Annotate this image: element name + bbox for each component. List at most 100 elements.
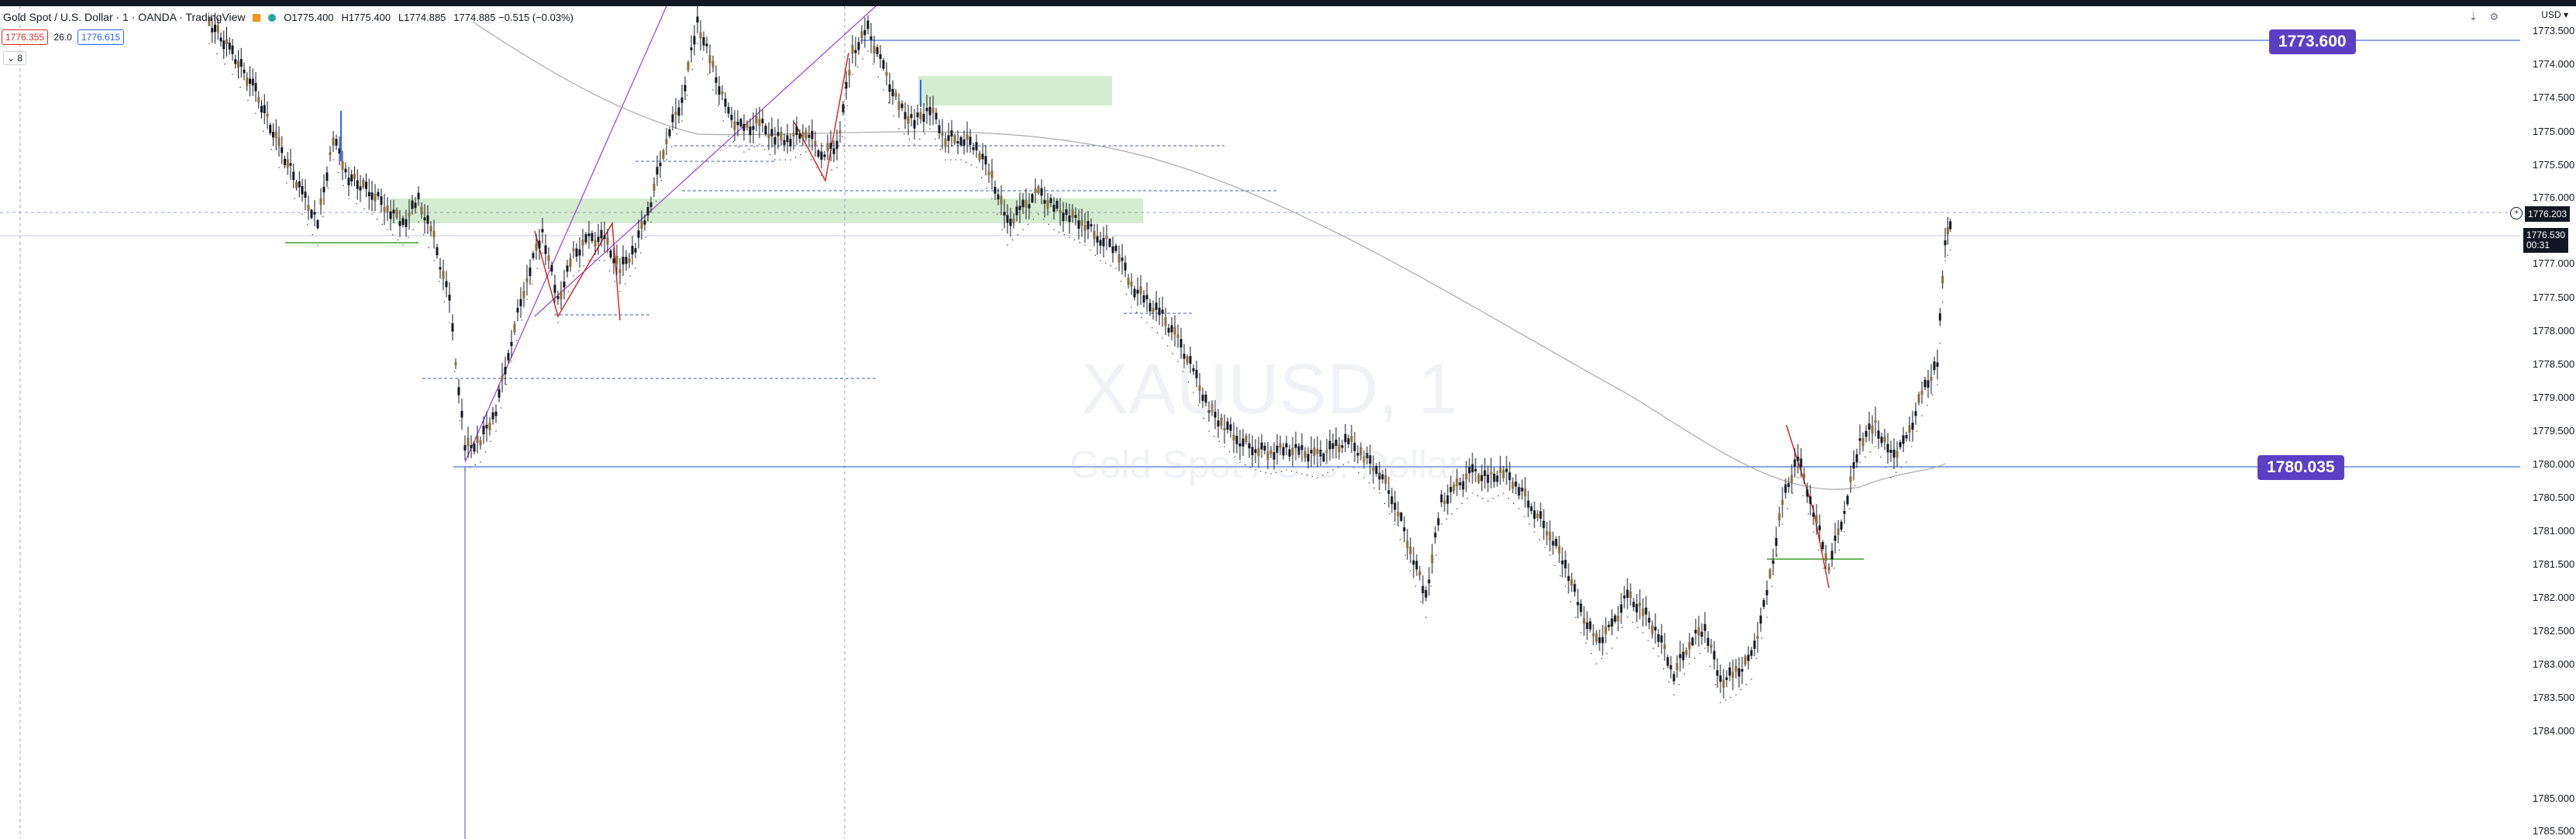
indicator-dot xyxy=(1859,461,1861,463)
level-label-upper[interactable]: 1773.600 xyxy=(2269,29,2356,54)
indicator-dot xyxy=(996,213,998,215)
indicator-dot xyxy=(327,187,329,189)
indicator-dot xyxy=(1058,231,1060,233)
candle-body xyxy=(347,178,350,185)
candle-body xyxy=(1313,447,1316,457)
candle-body xyxy=(1149,302,1152,312)
candle-body xyxy=(550,265,553,272)
scroll-down-icon[interactable]: ⇣ xyxy=(2469,11,2478,22)
indicator-dot xyxy=(1621,627,1624,629)
candle-body xyxy=(1341,445,1344,448)
candle-body xyxy=(829,143,832,149)
candle-body xyxy=(637,230,640,238)
indicator-dot xyxy=(1172,353,1174,354)
candle-body xyxy=(1269,450,1273,454)
indicator-dot xyxy=(991,198,993,199)
candle-body xyxy=(1403,527,1406,532)
candle-body xyxy=(1759,615,1762,624)
candle-body xyxy=(353,174,356,179)
candle-body xyxy=(835,140,839,150)
candle-body xyxy=(761,119,764,123)
chart-pane[interactable] xyxy=(0,6,2520,839)
candle-body xyxy=(405,219,408,227)
candle-body xyxy=(1812,513,1815,517)
candle-body xyxy=(1427,579,1431,584)
candle-body xyxy=(684,85,687,91)
candle-body xyxy=(1254,449,1257,453)
indicator-dot xyxy=(1022,229,1024,230)
indicator-dot xyxy=(1337,466,1339,468)
indicator-dot xyxy=(593,260,595,261)
indicator-dot xyxy=(1466,497,1469,499)
indicator-dot xyxy=(1949,249,1951,251)
candle-body xyxy=(727,106,730,114)
candle-body xyxy=(1663,644,1666,650)
crosshair-icon[interactable]: + xyxy=(2510,207,2523,219)
candle-body xyxy=(436,247,439,256)
indicators-toggle[interactable]: ⌄ 8 xyxy=(3,51,27,65)
candle-body xyxy=(1595,633,1598,642)
candle-body xyxy=(764,126,767,135)
candle-body xyxy=(842,104,845,112)
candle-body xyxy=(997,194,1000,200)
axis-tick-label: 1774.500 xyxy=(2533,91,2575,103)
candle-body xyxy=(1449,486,1452,492)
candle-body xyxy=(1691,637,1694,646)
candle-body xyxy=(479,440,482,446)
indicator-dot xyxy=(738,146,740,148)
candle-body xyxy=(1452,484,1455,492)
candle-body xyxy=(1837,528,1840,536)
candle-body xyxy=(1803,473,1806,478)
candle-body xyxy=(1607,624,1610,627)
candle-body xyxy=(246,77,249,86)
bid-price-button[interactable]: 1776.355 xyxy=(2,29,49,45)
indicator-dot xyxy=(1926,404,1928,406)
indicator-dot xyxy=(794,156,797,158)
candle-body xyxy=(724,98,727,107)
candle-body xyxy=(473,444,476,452)
candle-body xyxy=(749,126,752,136)
indicator-dot xyxy=(511,361,512,362)
candle-body xyxy=(439,267,442,270)
candle-body xyxy=(984,156,987,165)
indicator-dot xyxy=(546,275,549,277)
indicator-dot xyxy=(1921,415,1923,416)
indicator-dot xyxy=(1027,223,1029,226)
candle-body xyxy=(885,71,888,76)
candle-body xyxy=(773,136,777,145)
price-chart[interactable] xyxy=(0,6,2520,839)
indicator-dot xyxy=(635,268,636,269)
price-axis[interactable] xyxy=(2520,6,2576,839)
candle-body xyxy=(1012,219,1015,223)
candle-body xyxy=(591,233,594,241)
indicator-dot xyxy=(852,74,853,75)
candle-body xyxy=(671,114,674,123)
ask-price-button[interactable]: 1776.615 xyxy=(77,29,125,45)
level-label-lower[interactable]: 1780.035 xyxy=(2257,455,2344,480)
candle-body xyxy=(1288,449,1291,457)
symbol-title[interactable]: Gold Spot / U.S. Dollar · 1 · OANDA · Tr… xyxy=(3,11,246,23)
candle-body xyxy=(488,422,491,430)
indicator-dot xyxy=(239,86,241,88)
alert-icon[interactable] xyxy=(253,14,261,22)
candle-body xyxy=(510,342,513,347)
candle-body xyxy=(1242,438,1245,447)
candle-body xyxy=(715,77,718,83)
indicator-dot xyxy=(1414,585,1417,587)
candle-body xyxy=(1493,473,1496,482)
candle-body xyxy=(780,132,783,141)
indicator-dot xyxy=(1131,306,1132,308)
indicator-dot xyxy=(1575,616,1577,618)
candle-body xyxy=(1431,554,1434,564)
settings-icon[interactable]: ⚙ xyxy=(2489,11,2499,22)
currency-selector[interactable]: USD ▾ xyxy=(2541,9,2568,20)
candle-body xyxy=(237,60,239,68)
candle-body xyxy=(395,209,398,218)
candle-body xyxy=(1666,657,1669,666)
indicator-dot xyxy=(1193,392,1194,393)
candle-body xyxy=(792,133,795,137)
indicator-dot xyxy=(1627,616,1628,618)
indicator-dot xyxy=(387,229,388,230)
indicator-dot xyxy=(1017,233,1019,236)
indicator-dot xyxy=(1735,694,1737,696)
